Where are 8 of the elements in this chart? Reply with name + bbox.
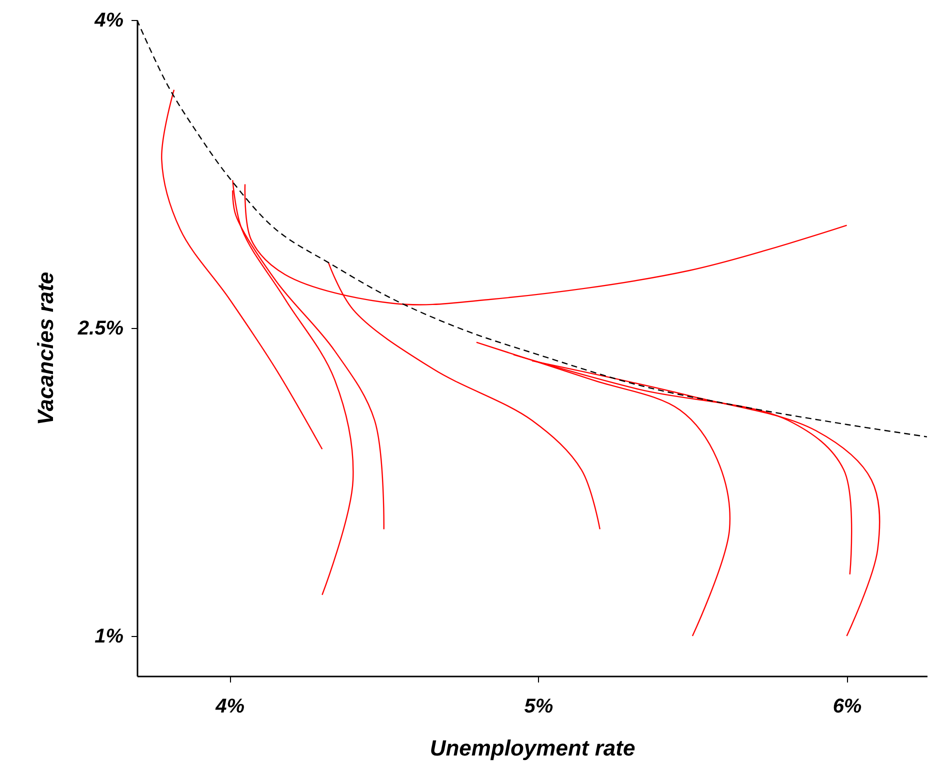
x-tick-label: 5% <box>524 696 554 718</box>
y-tick-label: 4% <box>94 10 124 32</box>
x-axis-title: Unemployment rate <box>430 736 636 760</box>
x-tick-label: 4% <box>214 696 245 718</box>
y-tick-label: 1% <box>94 625 124 648</box>
y-tick-label: 2.5% <box>76 317 124 340</box>
x-tick-label: 6% <box>832 696 862 718</box>
y-axis-title: Vacancies rate <box>32 272 58 426</box>
